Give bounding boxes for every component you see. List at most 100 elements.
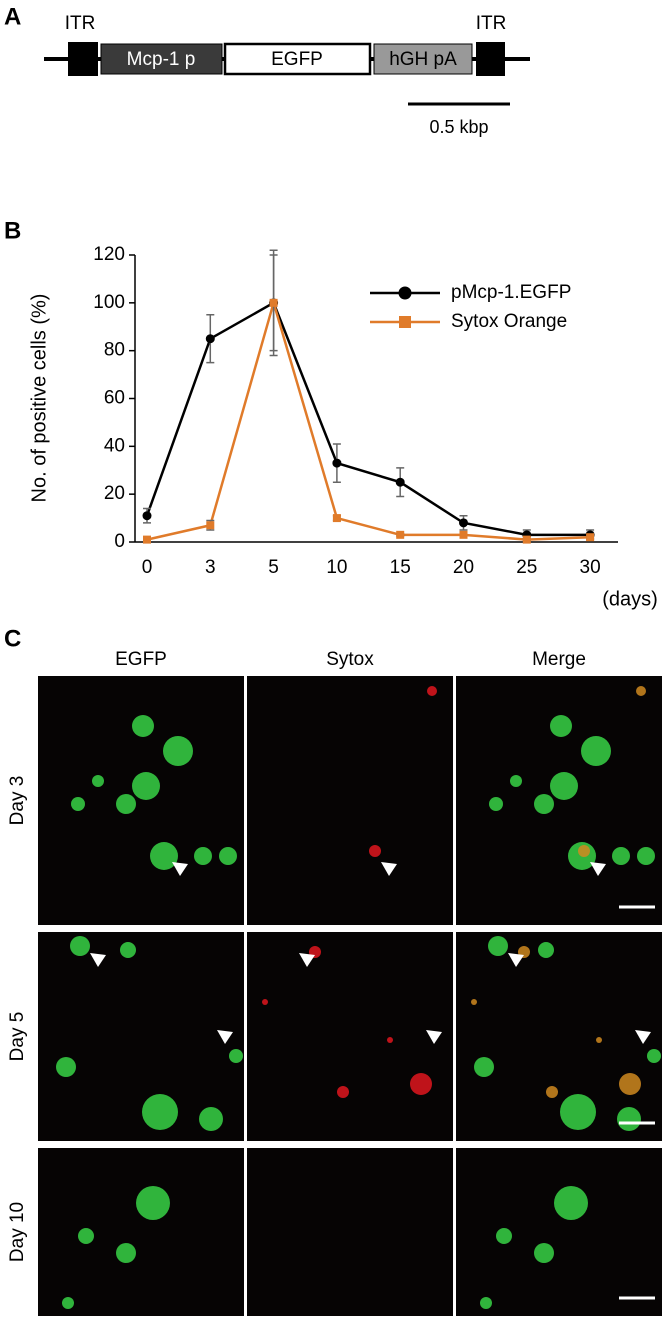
marker — [396, 530, 405, 539]
marker — [459, 530, 468, 539]
cell — [132, 715, 154, 737]
cell — [471, 999, 477, 1005]
cell — [578, 845, 590, 857]
itr-label: ITR — [65, 13, 96, 34]
cell — [427, 686, 437, 696]
x-tick-label: 10 — [326, 557, 347, 578]
arrowhead — [381, 862, 397, 876]
legend-label: pMcp-1.EGFP — [451, 282, 571, 303]
y-tick-label: 60 — [104, 388, 125, 409]
cell — [229, 1049, 243, 1063]
cell — [612, 847, 630, 865]
legend-marker — [399, 316, 411, 328]
cell — [581, 736, 611, 766]
y-tick-label: 80 — [104, 340, 125, 361]
cell — [337, 1086, 349, 1098]
cell — [62, 1297, 74, 1309]
micrograph — [247, 1148, 453, 1316]
cell — [219, 847, 237, 865]
arrowhead — [299, 953, 315, 967]
cell — [550, 772, 578, 800]
marker — [332, 514, 341, 523]
marker — [206, 521, 215, 530]
y-tick-label: 120 — [93, 244, 125, 265]
cell — [194, 847, 212, 865]
marker — [522, 535, 531, 544]
column-header: Sytox — [326, 649, 374, 670]
y-tick-label: 0 — [114, 531, 125, 552]
marker — [142, 511, 152, 521]
cell — [596, 1037, 602, 1043]
arrowhead — [635, 1030, 651, 1044]
arrowhead — [217, 1030, 233, 1044]
itr-box — [476, 42, 505, 76]
itr-label: ITR — [476, 13, 507, 34]
cell — [496, 1228, 512, 1244]
row-label: Day 10 — [7, 1202, 28, 1262]
cell — [199, 1107, 223, 1131]
series-line — [145, 301, 591, 537]
chart: 0 20 40 60 80 100 120 0 3 5 10 15 20 25 30 pMcp-1.EGFP S… — [93, 244, 618, 578]
cell — [116, 1243, 136, 1263]
marker — [332, 458, 342, 468]
y-tick-label: 100 — [93, 292, 125, 313]
column-header: EGFP — [115, 649, 167, 670]
cell — [619, 1073, 641, 1095]
micrograph — [247, 932, 453, 1141]
itr-box — [68, 42, 98, 76]
panel-label: A — [4, 3, 21, 30]
x-axis-label: (days) — [602, 588, 658, 610]
construct: ITR ITR Mcp-1 p EGFP hGH pA 0.5 kbp — [44, 13, 530, 137]
cell — [142, 1094, 178, 1130]
cell — [560, 1094, 596, 1130]
cell — [534, 1243, 554, 1263]
cell — [554, 1186, 588, 1220]
arrowhead — [172, 862, 188, 876]
cell — [488, 936, 508, 956]
segment-label: EGFP — [271, 49, 323, 70]
marker — [459, 518, 468, 528]
panel-label: C — [4, 625, 21, 652]
arrowhead — [426, 1030, 442, 1044]
x-tick-label: 3 — [205, 557, 216, 578]
cell — [647, 1049, 661, 1063]
cell — [510, 775, 522, 787]
cell — [116, 794, 136, 814]
y-axis-label: No. of positive cells (%) — [28, 294, 50, 503]
polya-box — [373, 43, 473, 75]
arrowhead — [508, 953, 524, 967]
marker — [143, 535, 151, 544]
cell — [550, 715, 572, 737]
cell — [617, 1107, 641, 1131]
cell — [534, 794, 554, 814]
micrographs: EGFP Sytox Merge Day 3 Day 5 Day 10 — [7, 649, 662, 1316]
cell — [120, 942, 136, 958]
legend-label: Sytox Orange — [451, 311, 567, 332]
segment-label: hGH pA — [389, 49, 457, 70]
row-label: Day 5 — [7, 1012, 28, 1062]
cell — [387, 1037, 393, 1043]
cell — [474, 1057, 494, 1077]
segment-label: Mcp-1 p — [127, 49, 196, 70]
y-tick-label: 20 — [104, 483, 125, 504]
arrowhead — [590, 862, 606, 876]
cell — [369, 845, 381, 857]
cell — [262, 999, 268, 1005]
panel-label: B — [4, 217, 21, 244]
micrograph — [38, 1148, 244, 1316]
cell — [92, 775, 104, 787]
cell — [56, 1057, 76, 1077]
micrograph — [38, 932, 244, 1141]
cell — [546, 1086, 558, 1098]
x-tick-label: 25 — [516, 557, 537, 578]
cell — [132, 772, 160, 800]
row-label: Day 3 — [7, 776, 28, 826]
cell — [410, 1073, 432, 1095]
egfp-box — [223, 42, 372, 76]
cell — [480, 1297, 492, 1309]
micrograph — [247, 676, 453, 925]
arrowhead — [90, 953, 106, 967]
column-header: Merge — [532, 649, 586, 670]
marker — [395, 477, 405, 487]
